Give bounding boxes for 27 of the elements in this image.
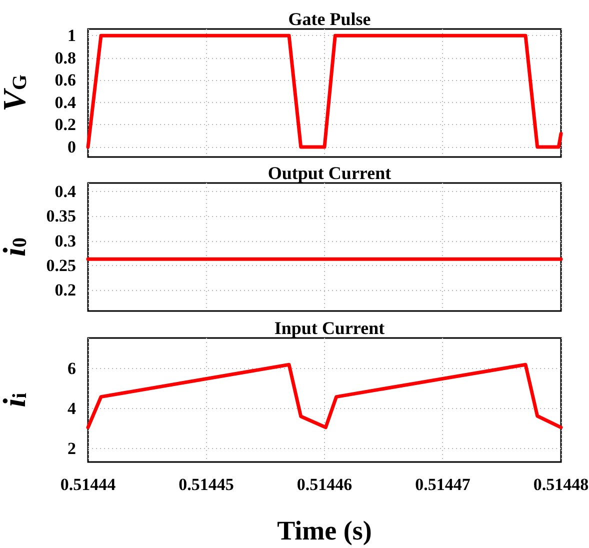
y-tick-label: 0.8 <box>54 48 76 68</box>
y-tick-label: 0.25 <box>46 256 76 276</box>
y-tick-label: 0.2 <box>54 115 76 134</box>
y-tick-label: 4 <box>68 398 76 418</box>
y-tick-label: 0.35 <box>46 206 76 226</box>
y-tick-label: 0.4 <box>54 92 76 112</box>
y-tick-label: 0.2 <box>54 280 76 300</box>
y-tick-label: 2 <box>68 438 76 458</box>
y-axis-title: VG <box>0 74 32 112</box>
chart-title: Input Current <box>274 318 385 338</box>
x-tick-label: 0.51448 <box>533 475 589 494</box>
chart-title: Output Current <box>268 163 392 183</box>
x-tick-label: 0.51445 <box>178 475 234 494</box>
y-tick-label: 0.4 <box>54 182 76 201</box>
y-tick-label: 6 <box>68 358 76 378</box>
chart-title: Gate Pulse <box>288 9 371 29</box>
line-series <box>86 362 563 430</box>
y-tick-label: 0.6 <box>54 70 76 90</box>
y-tick-label: 1 <box>68 26 76 46</box>
y-tick-label: 0 <box>68 137 76 156</box>
y-axis-title: i0 <box>0 238 32 256</box>
x-tick-label: 0.51447 <box>415 475 471 494</box>
y-axis-title: ii <box>0 392 32 408</box>
x-tick-label: 0.51446 <box>296 475 352 494</box>
x-tick-label: 0.51444 <box>60 475 116 494</box>
y-tick-label: 0.3 <box>54 231 76 250</box>
x-axis-title: Time (s) <box>277 516 372 546</box>
